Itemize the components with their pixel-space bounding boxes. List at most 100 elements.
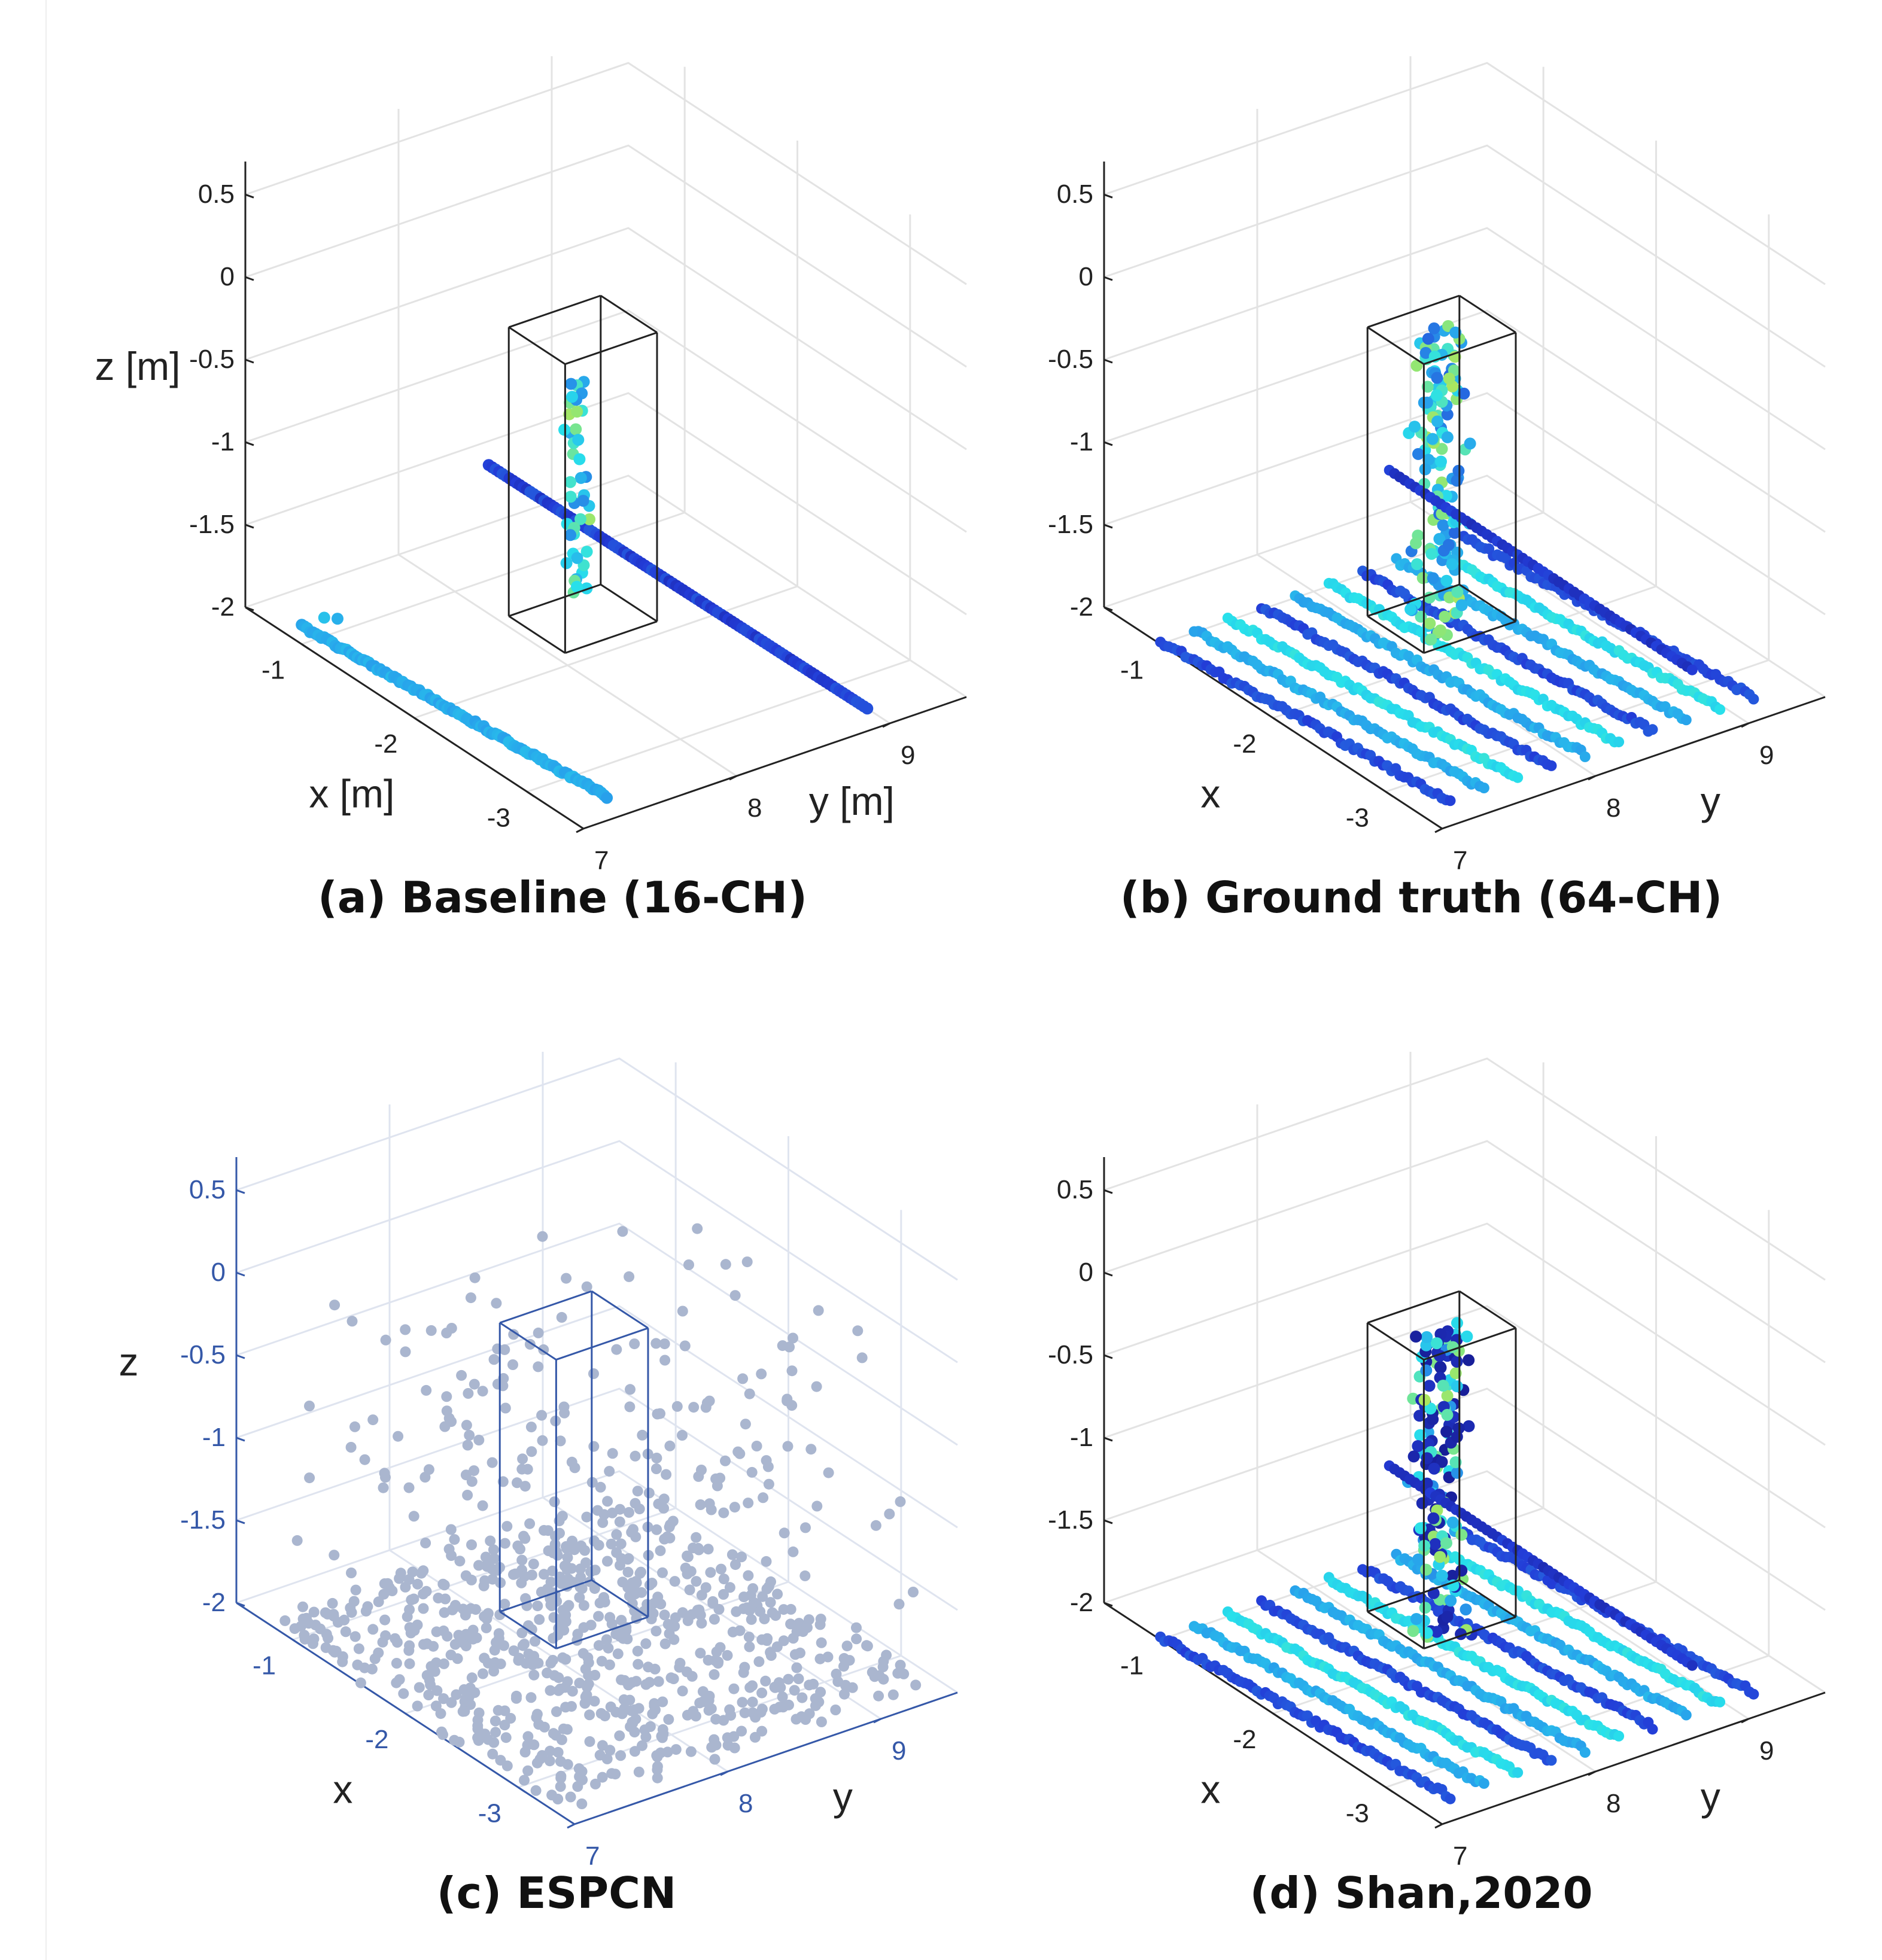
data-point — [592, 1505, 603, 1516]
data-point — [462, 1439, 473, 1451]
data-point — [841, 1641, 853, 1652]
data-point — [522, 1731, 534, 1742]
data-point — [1421, 1452, 1433, 1465]
data-point — [706, 1703, 717, 1714]
data-point — [554, 1571, 565, 1582]
data-point — [704, 1691, 715, 1702]
data-point — [797, 1626, 808, 1638]
data-point — [709, 1669, 720, 1680]
data-point — [893, 1599, 905, 1610]
data-point — [647, 1708, 658, 1719]
data-point — [816, 1637, 827, 1648]
data-point — [555, 1683, 566, 1694]
x-tick-label: -3 — [487, 803, 510, 832]
data-point — [779, 1527, 790, 1539]
bounding-box-edge — [1367, 294, 1460, 328]
data-point — [580, 582, 593, 595]
data-point — [419, 1472, 431, 1483]
data-point — [1411, 558, 1423, 570]
data-point — [1420, 1364, 1433, 1377]
data-point — [377, 1636, 388, 1648]
data-point — [308, 1606, 320, 1618]
data-point — [478, 1668, 488, 1679]
data-point — [658, 1728, 669, 1739]
grid-line — [1103, 309, 1826, 533]
data-point — [652, 1764, 663, 1775]
data-point — [744, 1682, 756, 1693]
data-point — [728, 1683, 740, 1694]
data-point — [489, 1553, 500, 1564]
data-point — [669, 1621, 680, 1632]
data-point — [391, 1677, 402, 1688]
data-point — [1686, 664, 1698, 675]
data-point — [1425, 633, 1437, 646]
data-point — [461, 1420, 472, 1431]
data-point — [756, 1687, 768, 1699]
grid-line — [1103, 1222, 1826, 1446]
z-tick-label: 0 — [220, 262, 235, 291]
data-point — [329, 1550, 340, 1561]
data-point — [404, 1658, 415, 1669]
data-point — [652, 1772, 663, 1784]
data-point — [1431, 372, 1443, 384]
bounding-box-edge — [508, 326, 566, 365]
data-point — [1613, 736, 1625, 748]
data-point — [430, 1700, 442, 1712]
y-tick-label: 9 — [892, 1736, 906, 1766]
x-tick-mark — [1272, 717, 1281, 724]
data-point — [813, 1696, 825, 1708]
z-tick-label: -0.5 — [1048, 345, 1093, 374]
data-point — [579, 1698, 591, 1709]
data-point — [1412, 1553, 1424, 1566]
data-point — [407, 1566, 418, 1578]
z-tick-label: -2 — [1070, 592, 1093, 622]
data-point — [1748, 693, 1759, 705]
data-point — [633, 1658, 644, 1670]
data-point — [493, 1628, 504, 1639]
data-point — [898, 1668, 910, 1679]
data-point — [519, 1639, 530, 1650]
data-point — [630, 1531, 641, 1542]
z-tick-label: 0.5 — [1057, 1175, 1093, 1204]
data-point — [473, 1708, 485, 1718]
data-point — [1407, 1450, 1420, 1463]
x-tick-mark — [527, 791, 535, 798]
data-point — [1430, 1337, 1443, 1350]
data-point — [1416, 572, 1429, 585]
data-point — [738, 1667, 749, 1678]
data-point — [786, 1400, 798, 1411]
grid-line — [236, 1305, 958, 1529]
data-point — [664, 1440, 676, 1451]
data-point — [488, 1666, 500, 1677]
data-point — [466, 1574, 477, 1585]
data-point — [632, 1645, 643, 1657]
grid-line — [1103, 1387, 1826, 1611]
data-point — [479, 1611, 490, 1622]
data-point — [691, 1576, 702, 1587]
data-point — [1424, 1402, 1437, 1415]
y-tick-mark — [1741, 1718, 1749, 1724]
data-point — [734, 1625, 746, 1636]
data-point — [601, 1753, 613, 1764]
data-point — [566, 1456, 577, 1468]
data-point — [549, 1496, 560, 1508]
data-point — [555, 1770, 567, 1782]
data-point — [563, 1574, 574, 1585]
data-point — [734, 1448, 746, 1459]
data-point — [669, 1576, 680, 1587]
data-point — [299, 1630, 310, 1641]
panel-b: 0.5 0 -0.5 -1 -1.5 -2 -1 -2 -3 7 8 9 x y (b) Ground tr… — [1048, 56, 1826, 923]
data-point — [304, 1401, 315, 1411]
data-point — [390, 1633, 401, 1644]
data-point — [355, 1677, 366, 1688]
z-tick-label: -0.5 — [180, 1340, 226, 1369]
data-point — [1423, 1380, 1436, 1392]
z-tick-mark — [1103, 1189, 1113, 1194]
data-point — [519, 1481, 531, 1492]
data-point — [1409, 421, 1421, 433]
data-point — [412, 1578, 423, 1590]
data-point — [1478, 1778, 1489, 1789]
data-point — [585, 1620, 597, 1631]
bounding-box-edge — [600, 583, 658, 622]
data-point — [1449, 326, 1462, 339]
